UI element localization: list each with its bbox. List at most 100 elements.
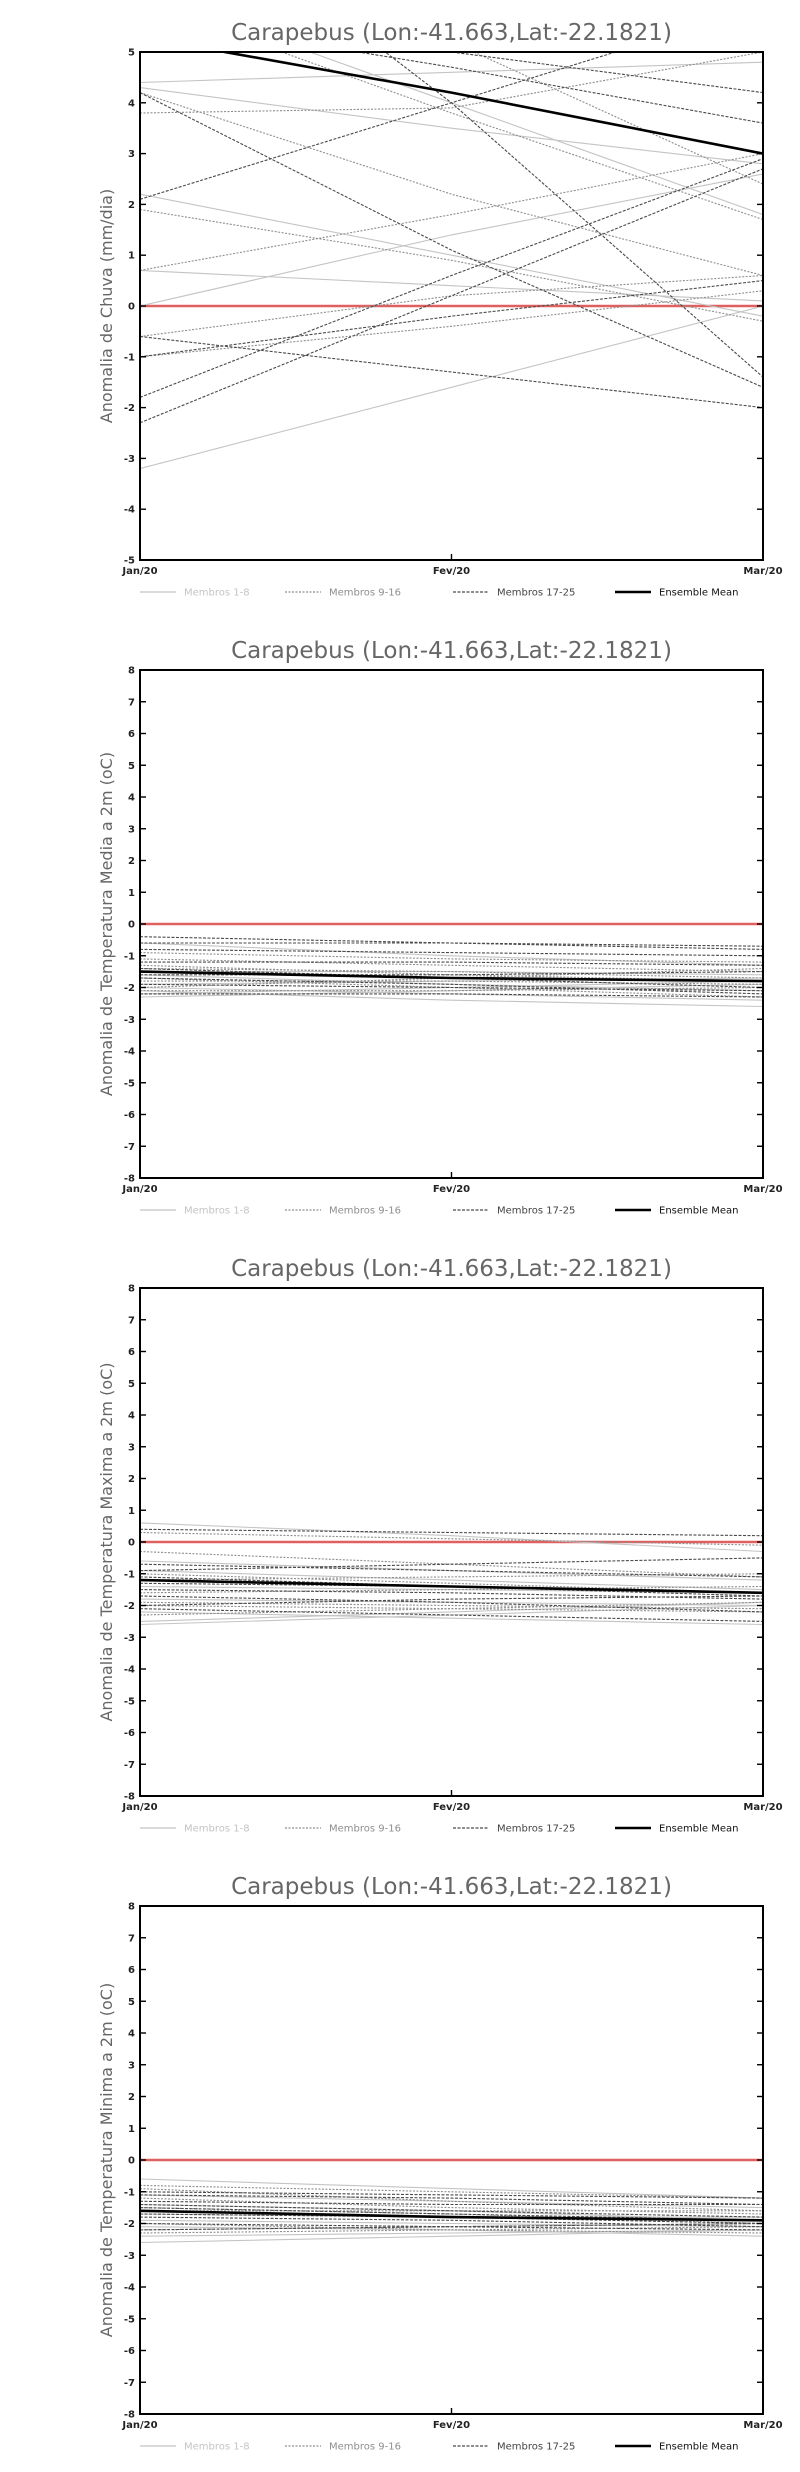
y-tick-label: 7 [128, 697, 135, 708]
y-tick-label: 1 [128, 251, 135, 262]
member-line-18 [140, 168, 763, 424]
legend-label: Ensemble Mean [659, 2442, 738, 2453]
member-line-21 [140, 158, 763, 398]
y-tick-label: 2 [128, 1474, 135, 1485]
chart-title: Carapebus (Lon:-41.663,Lat:-22.1821) [231, 1874, 672, 1900]
member-line-22 [140, 1589, 763, 1600]
member-line-16 [140, 986, 763, 992]
y-tick-label: 5 [128, 1379, 135, 1390]
y-tick-label: -5 [124, 556, 135, 567]
x-tick-label: Jan/20 [121, 566, 157, 577]
y-tick-label: 1 [128, 2124, 135, 2135]
member-line-18 [140, 961, 763, 966]
member-line-12 [472, 52, 763, 185]
member-line-17 [140, 2191, 763, 2199]
member-line-25 [140, 2203, 763, 2218]
x-tick-label: Mar/20 [743, 566, 782, 577]
y-tick-label: -1 [124, 352, 135, 363]
member-line-15 [140, 967, 763, 979]
y-tick-label: -4 [124, 1047, 135, 1058]
x-tick-label: Fev/20 [433, 1184, 470, 1195]
y-tick-label: -5 [124, 1696, 135, 1707]
legend-label: Ensemble Mean [659, 588, 738, 599]
y-tick-label: -2 [124, 2219, 135, 2230]
x-tick-label: Jan/20 [121, 2420, 157, 2431]
chart-panel-precip: Carapebus (Lon:-41.663,Lat:-22.1821) Anom… [0, 0, 800, 618]
y-tick-label: 4 [128, 98, 135, 109]
legend-label: Ensemble Mean [659, 1206, 738, 1217]
y-tick-label: -3 [124, 1015, 135, 1026]
member-line-9 [140, 1531, 763, 1546]
legend-label: Membros 17-25 [497, 1206, 575, 1217]
member-line-16 [140, 208, 763, 322]
y-axis-label: Anomalia de Temperatura Minima a 2m (oC) [97, 1983, 116, 2337]
legend-label: Membros 1-8 [184, 1824, 250, 1835]
legend-label: Membros 9-16 [329, 588, 401, 599]
x-tick-label: Mar/20 [743, 1184, 782, 1195]
y-tick-label: 1 [128, 888, 135, 899]
y-tick-label: 1 [128, 1506, 135, 1517]
member-line-9 [140, 52, 763, 114]
member-line-15 [279, 52, 763, 221]
member-line-2 [140, 2229, 763, 2237]
legend-label: Membros 9-16 [329, 2442, 401, 2453]
y-tick-label: -1 [124, 2187, 135, 2198]
y-tick-label: 6 [128, 1965, 135, 1976]
y-axis-label: Anomalia de Chuva (mm/dia) [97, 189, 116, 423]
member-line-2 [140, 1601, 763, 1622]
y-tick-label: 2 [128, 856, 135, 867]
plot-area [140, 922, 763, 1008]
member-line-21 [140, 948, 763, 957]
member-line-2 [140, 87, 763, 165]
y-tick-label: -3 [124, 2251, 135, 2262]
member-line-4 [140, 173, 763, 307]
y-tick-label: 0 [128, 1538, 135, 1549]
legend-label: Membros 1-8 [184, 1206, 250, 1217]
member-line-5 [140, 1611, 763, 1626]
y-tick-label: -3 [124, 454, 135, 465]
member-line-19 [140, 92, 763, 388]
y-tick-label: -5 [124, 2314, 135, 2325]
member-line-4 [140, 1570, 763, 1591]
y-tick-label: 5 [128, 48, 135, 59]
member-line-10 [140, 1585, 763, 1594]
ensemble-mean-line [217, 52, 763, 155]
x-tick-label: Jan/20 [121, 1184, 157, 1195]
member-line-22 [447, 52, 763, 94]
member-line-6 [140, 61, 763, 84]
y-axis-label: Anomalia de Temperatura Media a 2m (oC) [97, 752, 116, 1096]
y-tick-label: -7 [124, 1760, 135, 1771]
y-tick-label: -1 [124, 951, 135, 962]
y-tick-label: 3 [128, 149, 135, 160]
x-tick-label: Mar/20 [743, 2420, 782, 2431]
member-line-23 [140, 1608, 763, 1622]
legend-label: Membros 17-25 [497, 2442, 575, 2453]
member-line-23 [140, 2222, 763, 2231]
member-line-13 [140, 1601, 763, 1616]
ensemble-mean-line [140, 1578, 763, 1595]
y-tick-label: 6 [128, 1347, 135, 1358]
member-line-1 [140, 0, 763, 22]
x-tick-label: Fev/20 [433, 2420, 470, 2431]
y-tick-label: 8 [128, 1902, 135, 1913]
y-tick-label: 5 [128, 1997, 135, 2008]
y-tick-label: 7 [128, 1315, 135, 1326]
member-line-16 [140, 2226, 763, 2234]
y-tick-label: 4 [128, 2029, 135, 2040]
member-line-20 [140, 1595, 763, 1613]
y-tick-label: -4 [124, 1665, 135, 1676]
member-line-11 [140, 952, 763, 963]
y-tick-label: -3 [124, 1633, 135, 1644]
chart-panel-temp-mean: Carapebus (Lon:-41.663,Lat:-22.1821) Anom… [0, 618, 800, 1236]
member-line-16 [140, 1601, 763, 1610]
chart-panel-temp-max: Carapebus (Lon:-41.663,Lat:-22.1821) Anom… [0, 1236, 800, 1854]
legend-label: Membros 17-25 [497, 1824, 575, 1835]
member-line-17 [140, 1528, 763, 1537]
legend-label: Membros 1-8 [184, 2442, 250, 2453]
y-tick-label: -2 [124, 403, 135, 414]
x-tick-label: Fev/20 [433, 566, 470, 577]
y-tick-label: -6 [124, 1728, 135, 1739]
y-tick-label: 2 [128, 2092, 135, 2103]
y-tick-label: 8 [128, 666, 135, 677]
member-line-1 [140, 2178, 763, 2199]
